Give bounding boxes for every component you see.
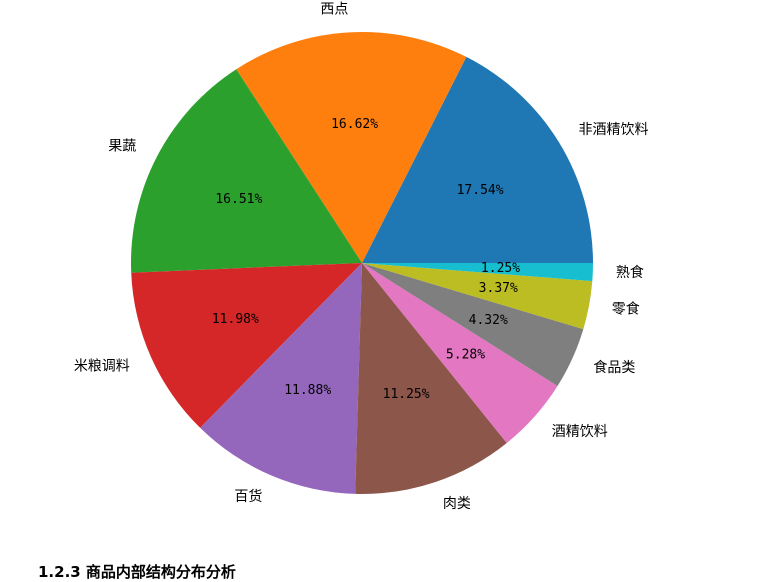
pie-slice (131, 263, 362, 428)
pie-slice (362, 263, 593, 282)
pie-slice (236, 31, 467, 264)
slice-percent-label: 11.25% (383, 387, 430, 402)
slice-label: 肉类 (443, 496, 471, 512)
pie-slice (362, 263, 584, 387)
slice-percent-label: 16.62% (331, 117, 378, 132)
slice-label: 西点 (320, 1, 348, 17)
slice-label: 百货 (234, 488, 262, 505)
slice-percent-label: 11.98% (212, 312, 259, 327)
slice-label: 食品类 (593, 359, 635, 376)
slice-label: 非酒精饮料 (578, 122, 648, 138)
pie-slice (362, 56, 593, 264)
pie-slice (362, 263, 593, 330)
slice-label: 果蔬 (108, 138, 136, 154)
slice-percent-label: 4.32% (469, 313, 508, 328)
slice-percent-label: 17.54% (457, 183, 504, 198)
slice-percent-label: 3.37% (479, 281, 518, 296)
slice-label: 熟食 (616, 264, 644, 281)
slice-percent-label: 16.51% (215, 192, 262, 207)
pie-slice (362, 263, 558, 444)
section-heading: 1.2.3 商品内部结构分布分析 (38, 563, 236, 581)
slice-label: 零食 (612, 301, 640, 318)
slice-label: 米粮调料 (74, 358, 130, 374)
pie-slice (355, 263, 507, 494)
slice-percent-label: 11.88% (284, 383, 331, 398)
pie-slice (200, 263, 362, 494)
pie-slice (130, 69, 362, 273)
slice-label: 酒精饮料 (552, 424, 608, 440)
slice-percent-label: 1.25% (481, 261, 520, 276)
slice-percent-label: 5.28% (446, 348, 485, 363)
